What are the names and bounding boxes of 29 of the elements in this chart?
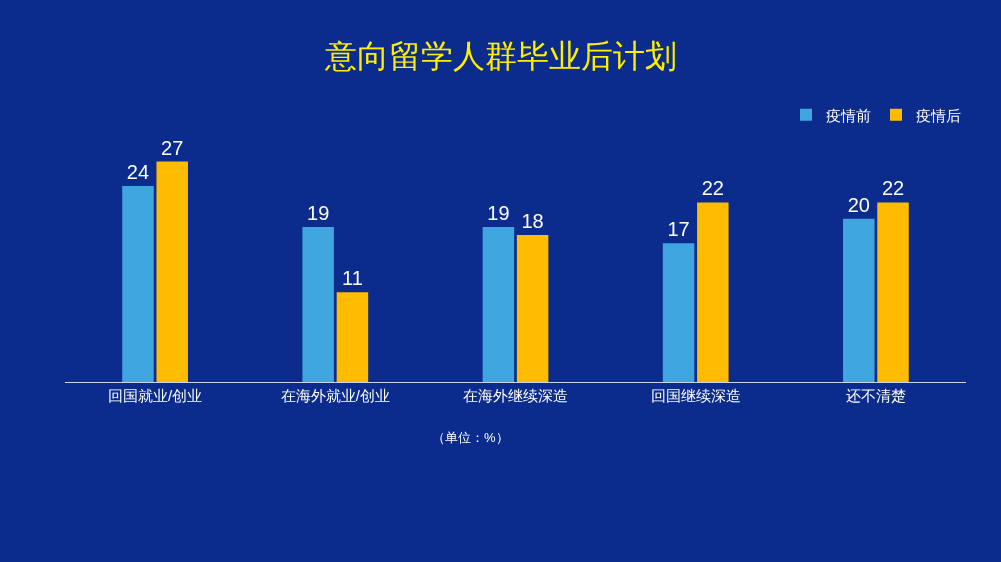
- data-label: 19: [307, 201, 330, 224]
- bar: [302, 226, 334, 382]
- x-tick-label: 还不清楚: [845, 387, 906, 404]
- data-label: 22: [881, 177, 905, 200]
- data-label: 24: [126, 161, 150, 184]
- x-tick-label: 在海外继续深造: [463, 387, 568, 404]
- bar: [843, 218, 875, 382]
- data-label: 27: [161, 136, 184, 159]
- bar: [877, 202, 909, 382]
- data-label: 18: [521, 210, 544, 233]
- bar: [516, 235, 549, 382]
- bar: [482, 226, 515, 382]
- bar: [122, 186, 154, 382]
- data-label: 11: [342, 267, 363, 290]
- bar: [156, 161, 188, 382]
- chart-title: 意向留学人群毕业后计划: [323, 38, 677, 75]
- data-label: 22: [701, 177, 724, 200]
- legend-label: 疫情后: [916, 106, 961, 124]
- x-tick-label: 回国就业/创业: [108, 387, 203, 404]
- x-tick-label: 回国继续深造: [650, 387, 741, 404]
- data-label: 17: [667, 218, 690, 241]
- bar: [662, 243, 695, 382]
- bar: [336, 292, 369, 382]
- data-label: 20: [847, 193, 870, 216]
- data-label: 19: [487, 201, 510, 224]
- x-tick-label: 在海外就业/创业: [280, 387, 390, 404]
- legend-label: 疫情前: [826, 106, 871, 124]
- bar: [697, 202, 729, 382]
- text: （单位：%）: [432, 430, 509, 445]
